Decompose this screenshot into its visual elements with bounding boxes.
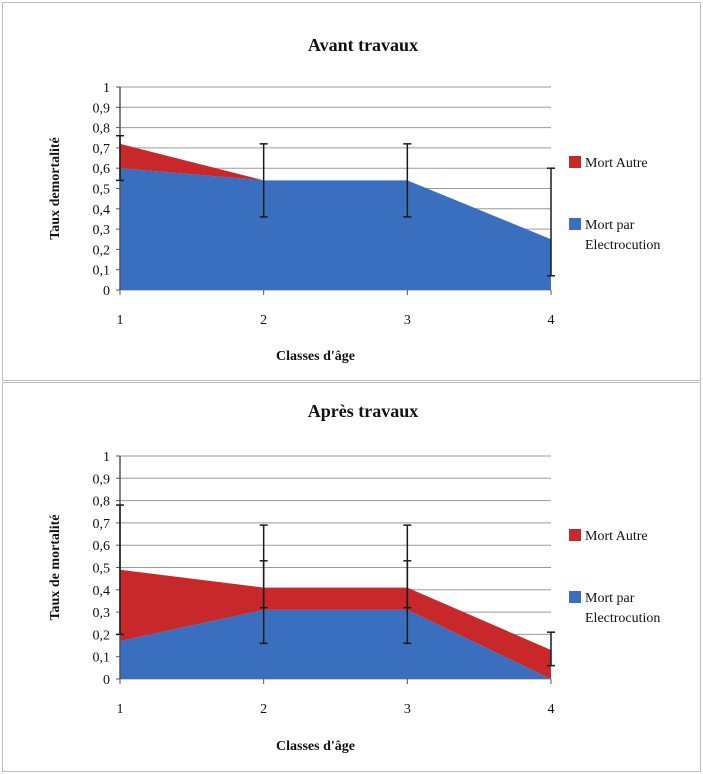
legend-item: Mort par Electrocution [569,591,660,626]
y-tick-label: 1 [103,450,110,465]
chart-title: Avant travaux [308,35,418,55]
y-axis-title: Taux demortalité [48,137,63,240]
error-bar [259,143,268,218]
area-series [120,143,551,290]
area-autre [120,569,551,679]
legend-label: Mort Autre [585,156,648,171]
error-bar [403,560,412,609]
error-bar [547,167,555,277]
legend-label: Mort par [585,591,635,606]
chart-apres-travaux: Après travaux 0 0,1 0,2 0,3 0,4 0,5 0,6 0,7 0,8 0,… [48,401,660,754]
y-tick-label: 0,5 [93,562,111,577]
y-tick-label: 0,4 [93,203,111,218]
x-tick-label: 1 [117,313,124,328]
area-electrocution [120,168,551,290]
chart-avant-travaux: Avant travaux 0 0,1 0,2 0,3 0,4 0,5 0,6 0,7 0,8 0,… [48,35,660,364]
x-axis-title: Classes d'âge [276,349,355,364]
y-tick-label: 0,4 [93,584,111,599]
y-tick-labels: 0 0,1 0,2 0,3 0,4 0,5 0,6 0,7 0,8 0,9 1 [93,81,111,299]
x-tick-label: 1 [117,702,124,717]
legend-label: Electrocution [585,238,660,253]
legend-label: Mort par [585,218,635,233]
legend-item: Mort par Electrocution [569,218,660,253]
x-tick-labels: 1 2 3 4 [117,702,555,717]
error-bars [116,134,555,277]
y-tick-label: 0,6 [93,539,111,554]
y-tick-label: 1 [103,81,110,96]
error-bar [547,631,555,667]
legend-label: Mort Autre [585,529,648,544]
legend-swatch [569,529,581,541]
y-axis-title: Taux de mortalité [48,514,63,620]
y-tick-label: 0,7 [93,142,111,157]
x-tick-label: 4 [548,702,555,717]
error-bar [403,143,412,218]
y-tick-label: 0,3 [93,606,111,621]
y-tick-label: 0,9 [93,101,111,116]
chart-panel-apres: Après travaux 0 0,1 0,2 0,3 0,4 0,5 0,6 0,7 0,8 0,… [2,382,701,772]
y-tick-label: 0,9 [93,472,111,487]
y-tick-label: 0,7 [93,517,111,532]
legend-label: Electrocution [585,611,660,626]
legend-swatch [569,156,581,168]
error-bar [116,504,124,636]
x-tick-label: 3 [404,702,411,717]
y-tick-label: 0,3 [93,223,111,238]
legend-item: Mort Autre [569,529,648,544]
y-tick-label: 0,2 [93,628,111,643]
x-tick-label: 4 [548,313,555,328]
error-bar [116,134,124,182]
y-tick-label: 0,6 [93,162,111,177]
y-tick-labels: 0 0,1 0,2 0,3 0,4 0,5 0,6 0,7 0,8 0,9 1 [93,450,111,688]
y-tick-label: 0,5 [93,183,111,198]
x-tick-label: 2 [260,702,267,717]
legend-swatch [569,218,581,230]
y-tick-label: 0,1 [93,651,111,666]
y-tick-label: 0,2 [93,243,111,258]
y-tick-label: 0 [103,284,110,299]
x-tick-labels: 1 2 3 4 [117,313,555,328]
y-tick-label: 0,8 [93,495,111,510]
error-bar [259,560,268,609]
legend: Mort Autre Mort par Electrocution [569,529,660,626]
legend-item: Mort Autre [569,156,648,171]
y-tick-label: 0,8 [93,122,111,137]
x-tick-label: 2 [260,313,267,328]
x-axis-title: Classes d'âge [276,739,355,754]
error-bars [116,504,555,667]
y-tick-label: 0 [103,673,110,688]
chart-title: Après travaux [308,401,419,421]
chart-panel-avant: Avant travaux 0 0,1 0,2 0,3 0,4 0,5 0,6 0,7 0,8 0,… [2,2,701,381]
x-tick-label: 3 [404,313,411,328]
legend: Mort Autre Mort par Electrocution [569,156,660,253]
area-series [120,569,551,679]
y-tick-label: 0,1 [93,264,111,279]
legend-swatch [569,591,581,603]
